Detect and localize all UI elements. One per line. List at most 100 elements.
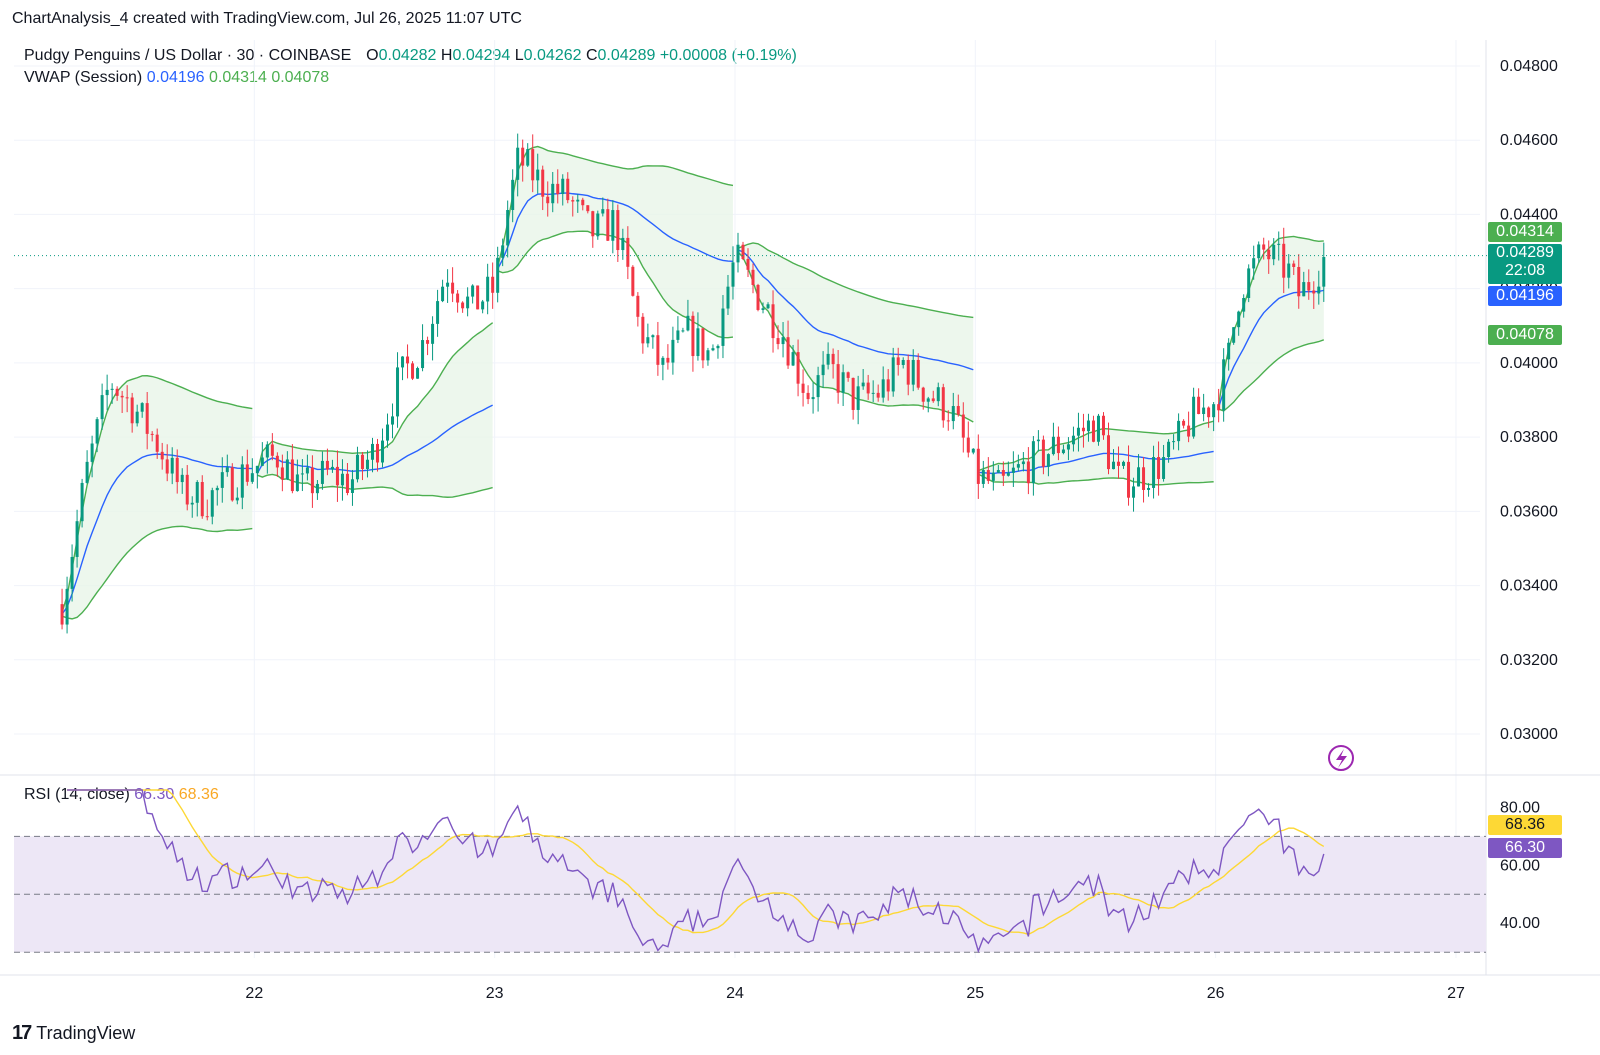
candle-body [150, 433, 154, 435]
candle-body [741, 244, 745, 259]
candle-body [1036, 439, 1040, 442]
candle-body [776, 338, 780, 345]
lightning-icon[interactable] [1328, 745, 1354, 771]
candle-body [441, 286, 445, 302]
candle-body [255, 465, 259, 474]
candle-body [651, 335, 655, 338]
candle-body [365, 459, 369, 469]
candle-body [1202, 407, 1206, 415]
candle-body [976, 448, 980, 484]
candle-body [576, 199, 580, 202]
candle-body [90, 443, 94, 462]
candle-body [446, 282, 450, 287]
tradingview-logo-icon: 17 [12, 1022, 32, 1044]
price-tick-label: 0.03000 [1500, 726, 1558, 743]
bar-countdown: 22:08 [1504, 262, 1546, 279]
candle-body [646, 337, 650, 344]
candle-body [70, 556, 74, 589]
candle-body [996, 470, 1000, 473]
rsi-tick-label: 60.00 [1500, 857, 1540, 874]
vwap-bands [61, 145, 1325, 620]
tradingview-brand-name: TradingView [36, 1023, 136, 1043]
candle-body [1192, 396, 1196, 437]
candle-body [431, 323, 435, 344]
candle-body [1237, 311, 1241, 328]
candle-body [381, 440, 385, 463]
tradingview-brand[interactable]: 17 TradingView [12, 1022, 135, 1045]
candle-body [951, 406, 955, 422]
candle-body [155, 434, 159, 452]
candle-body [200, 482, 204, 517]
candle-body [1132, 486, 1136, 498]
candle-body [986, 470, 990, 481]
last-price-tag: 0.04289 22:08 [1488, 244, 1562, 284]
candle-body [195, 482, 199, 503]
candle-body [145, 403, 149, 434]
candle-body [125, 397, 129, 399]
candle-body [836, 364, 840, 393]
candle-body [1096, 415, 1100, 442]
vwap-upper-price-tag: 0.04314 [1488, 222, 1562, 242]
vwap-line [497, 192, 734, 270]
candles [14, 133, 1488, 634]
candle-body [526, 149, 530, 166]
candle-body [330, 466, 334, 470]
candle-body [1172, 441, 1176, 443]
candle-body [841, 372, 845, 393]
candle-body [1252, 258, 1256, 269]
candle-body [180, 474, 184, 483]
candle-body [606, 209, 610, 241]
candle-body [521, 147, 525, 166]
symbol-legend[interactable]: Pudgy Penguins / US Dollar · 30 · COINBA… [24, 47, 797, 65]
close-value: 0.04289 [597, 47, 656, 64]
candle-body [1267, 249, 1271, 260]
candle-body [285, 459, 289, 480]
candle-body [466, 296, 470, 309]
candle-body [436, 301, 440, 324]
price-tick-label: 0.03600 [1500, 503, 1558, 520]
vwap-value: 0.04196 [146, 69, 205, 86]
candle-body [726, 286, 730, 309]
vwap-lower-band [978, 473, 1214, 486]
candle-body [1162, 457, 1166, 479]
vwap-legend[interactable]: VWAP (Session) 0.04196 0.04314 0.04078 [24, 69, 329, 87]
candle-body [901, 359, 905, 365]
vwap-line [737, 249, 974, 371]
vwap-upper-band [496, 145, 734, 268]
candle-body [275, 455, 279, 468]
candle-body [1232, 327, 1236, 343]
candle-body [215, 487, 219, 491]
candle-body [1011, 467, 1015, 473]
candle-body [751, 269, 755, 285]
symbol-name[interactable]: Pudgy Penguins / US Dollar · 30 · COINBA… [24, 47, 352, 64]
candle-body [1117, 461, 1121, 466]
vwap-label[interactable]: VWAP (Session) [24, 69, 143, 86]
close-label: C [585, 47, 598, 64]
candle-body [1142, 467, 1146, 490]
low-value: 0.04262 [523, 47, 582, 64]
candle-body [105, 389, 109, 396]
vwap-upper-value: 0.04314 [209, 69, 267, 86]
candle-body [706, 350, 710, 361]
candle-body [906, 359, 910, 385]
candle-body [701, 328, 705, 361]
candle-body [1101, 415, 1105, 436]
candle-body [350, 479, 354, 493]
candle-body [1302, 282, 1306, 297]
candle-body [941, 387, 945, 421]
price-tick-label: 0.03400 [1500, 578, 1558, 595]
candle-body [411, 363, 415, 379]
candle-body [631, 266, 635, 296]
candle-body [320, 460, 324, 484]
candle-body [511, 179, 515, 211]
candle-body [205, 516, 209, 518]
candle-body [966, 437, 970, 453]
candle-body [1066, 444, 1070, 450]
candle-body [831, 353, 835, 365]
candle-body [931, 398, 935, 402]
candle-body [391, 416, 395, 425]
price-tick-label: 0.04800 [1500, 58, 1558, 75]
candle-body [551, 183, 555, 204]
vwap-lower-band [737, 251, 974, 423]
